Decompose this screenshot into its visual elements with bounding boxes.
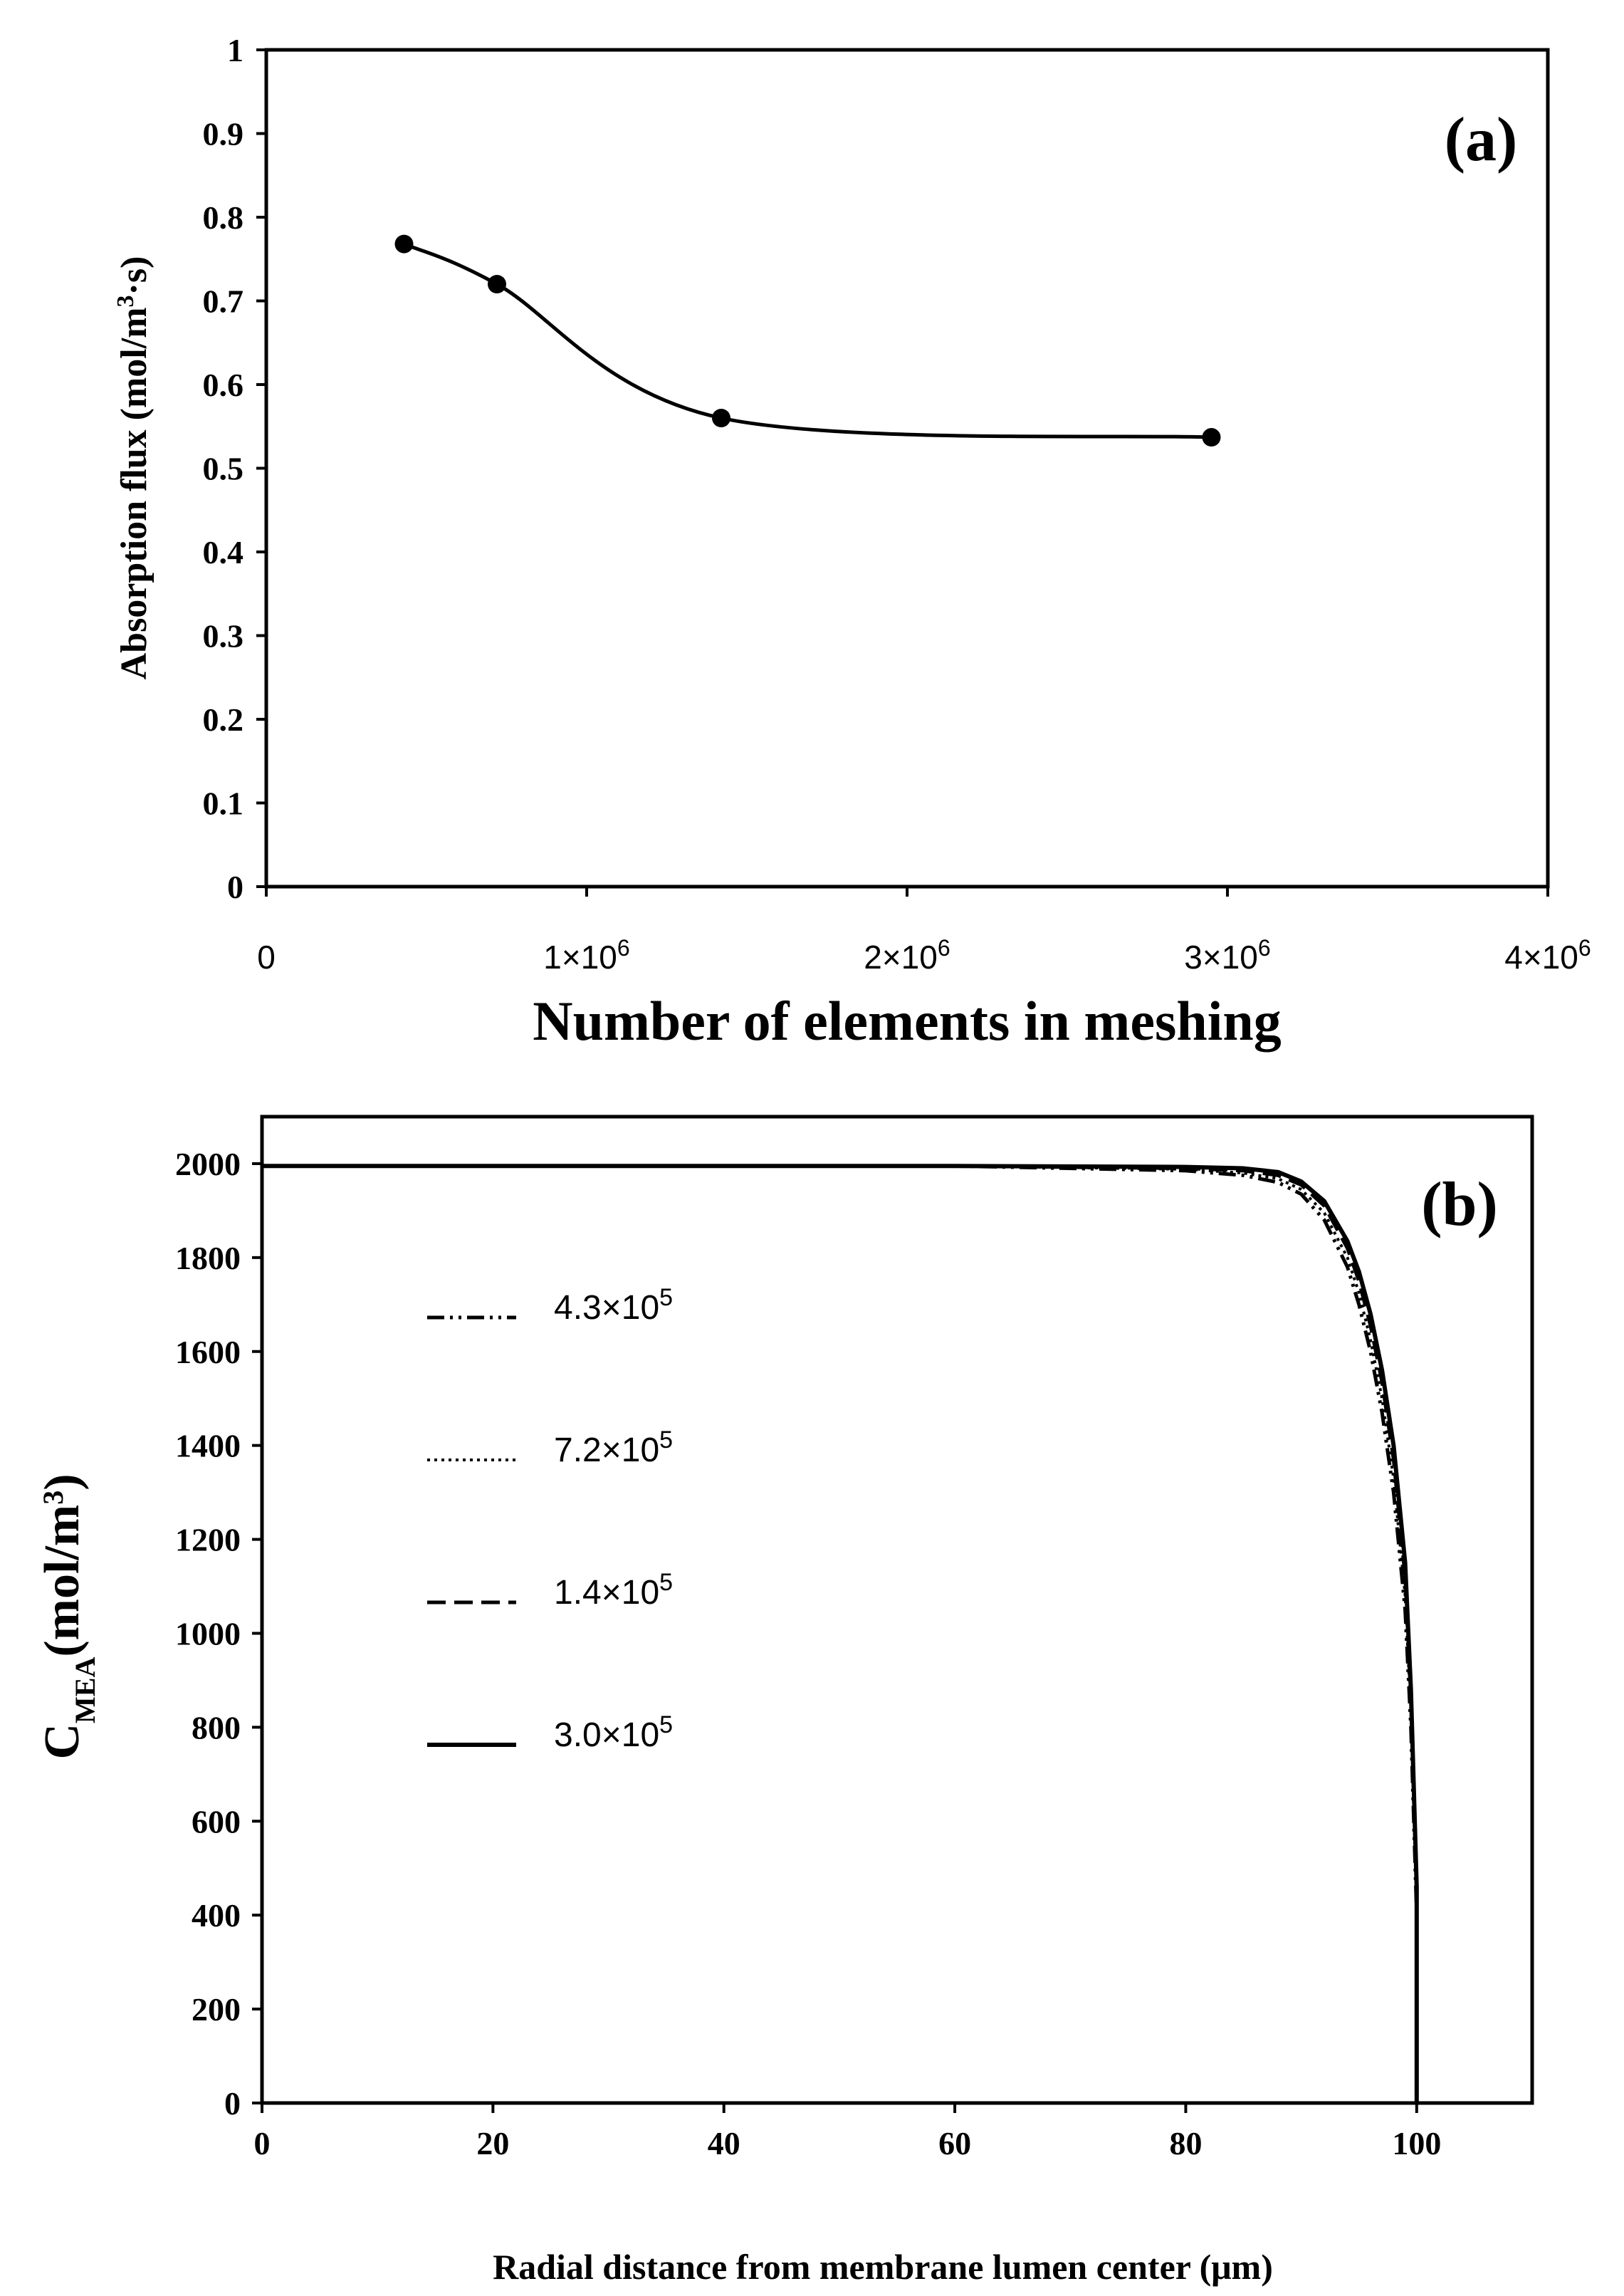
panel-b-y-tick-label: 0 bbox=[224, 2085, 241, 2122]
panel-a-data-point bbox=[394, 234, 414, 254]
panel-b-y-ticks: 0 200 400 600 800 1000 1200 1400 1600 1800 2000 bbox=[175, 1146, 262, 2122]
panel-a-y-tick-label: 0.4 bbox=[203, 534, 244, 570]
panel-b-y-tick-label: 400 bbox=[192, 1897, 241, 1934]
panel-a-y-axis-label: Absorption flux (mol/m3·s) bbox=[112, 256, 155, 680]
panel-a-x-tick-mantissa: 4×10 bbox=[1504, 939, 1578, 976]
panel-b-y-tick-label: 1400 bbox=[175, 1428, 241, 1464]
panel-a-series-line bbox=[403, 242, 1212, 439]
panel-a-y-tick-label: 0.9 bbox=[203, 116, 244, 152]
panel-b-y-tick-label: 1200 bbox=[175, 1522, 241, 1558]
panel-a-x-tick-mantissa: 0 bbox=[257, 939, 276, 976]
panel-a-y-label-part1: Absorption flux (mol/m bbox=[114, 307, 154, 679]
panel-a-y-ticks: 0 0.1 0.2 0.3 0.4 0.5 0.6 0.7 0.8 0.9 1 bbox=[203, 32, 266, 905]
panel-b-x-tick-label: 100 bbox=[1392, 2125, 1441, 2161]
panel-b-x-ticks: 0 20 40 60 80 100 bbox=[254, 2103, 1441, 2161]
panel-b-y-label-close: ) bbox=[35, 1473, 90, 1490]
panel-b-y-tick-label: 1000 bbox=[175, 1615, 241, 1651]
panel-b-legend-mantissa: 1.4×10 bbox=[554, 1574, 659, 1612]
panel-a-data-point bbox=[712, 409, 730, 427]
panel-b-legend-label: 3.0×105 bbox=[554, 1711, 673, 1754]
panel-a-y-label-superscript: 3 bbox=[112, 295, 139, 307]
panel-a-data-point bbox=[1202, 428, 1221, 447]
panel-a-y-tick-label: 0.1 bbox=[203, 786, 244, 822]
panel-b-x-tick-label: 40 bbox=[708, 2125, 740, 2161]
panel-a-x-tick-label: 4×106 bbox=[1504, 935, 1591, 976]
panel-a-x-tick-mantissa: 3×10 bbox=[1184, 939, 1258, 976]
panel-a-x-ticks: 0 1×106 2×106 3×106 4×106 bbox=[257, 887, 1591, 976]
panel-b-series-lines bbox=[262, 1164, 1419, 2103]
panel-b-y-tick-label: 800 bbox=[192, 1709, 241, 1746]
panel-a-x-tick-mantissa: 1×10 bbox=[543, 939, 617, 976]
panel-a-data-point bbox=[488, 275, 506, 293]
panel-b-plot-frame bbox=[260, 1115, 1534, 2105]
panel-a-y-tick-label: 1 bbox=[227, 32, 243, 68]
panel-a-markers bbox=[394, 234, 1221, 447]
panel-b-y-label-subscript: MEA bbox=[69, 1657, 101, 1723]
panel-a-plot-frame bbox=[264, 48, 1550, 889]
panel-b-legend-exponent: 5 bbox=[659, 1711, 673, 1738]
panel-a-x-tick-exponent: 6 bbox=[938, 935, 950, 961]
panel-b-legend-mantissa: 7.2×10 bbox=[554, 1431, 659, 1469]
panel-b-x-tick-label: 0 bbox=[254, 2125, 271, 2161]
panel-a-y-tick-label: 0.7 bbox=[203, 283, 244, 320]
panel-a-x-tick-mantissa: 2×10 bbox=[864, 939, 938, 976]
panel-b-y-tick-label: 1600 bbox=[175, 1334, 241, 1370]
panel-b-y-label-unit: (mol/m bbox=[35, 1505, 90, 1657]
panel-b-series-line bbox=[262, 1164, 1419, 2103]
panel-b-y-label-symbol: C bbox=[35, 1723, 90, 1760]
panel-b-chart: 0 200 400 600 800 1000 1200 1400 1600 1800 2000 0 2… bbox=[35, 1115, 1534, 2287]
panel-b-y-label-superscript: 3 bbox=[37, 1491, 69, 1505]
panel-b-legend-mantissa: 3.0×10 bbox=[554, 1716, 659, 1754]
panel-a-y-tick-label: 0.6 bbox=[203, 367, 244, 403]
panel-a-chart: 00.10.20.30.40.50.60.70.80.91 0 1×106 2×10… bbox=[112, 32, 1591, 1052]
panel-b-legend-label: 4.3×105 bbox=[554, 1284, 673, 1327]
panel-a-x-tick-exponent: 6 bbox=[617, 935, 630, 961]
panel-a-x-tick-label: 2×106 bbox=[864, 935, 950, 976]
panel-b-legend-exponent: 5 bbox=[659, 1426, 673, 1454]
panel-b-y-tick-label: 200 bbox=[192, 1991, 241, 2028]
panel-a-y-tick-label: 0.2 bbox=[203, 701, 244, 738]
panel-b-label: (b) bbox=[1421, 1170, 1498, 1239]
panel-b-legend-exponent: 5 bbox=[659, 1569, 673, 1596]
panel-b-y-axis-label: CMEA(mol/m3) bbox=[35, 1473, 101, 1759]
panel-a-y-tick-label: 0.8 bbox=[203, 199, 244, 236]
panel-b-x-tick-label: 80 bbox=[1169, 2125, 1202, 2161]
panel-a-y-tick-label: 0.3 bbox=[203, 618, 244, 654]
panel-a-y-label-part3: ·s) bbox=[114, 256, 154, 296]
panel-b-x-tick-label: 20 bbox=[476, 2125, 509, 2161]
panel-b-legend-label: 7.2×105 bbox=[554, 1426, 673, 1469]
panel-b-series-line bbox=[262, 1164, 1418, 2103]
panel-b-y-tick-label: 600 bbox=[192, 1803, 241, 1840]
panel-a-x-axis-label: Number of elements in meshing bbox=[533, 990, 1282, 1052]
panel-a-x-tick-exponent: 6 bbox=[1578, 935, 1591, 961]
panel-b-x-axis-label: Radial distance from membrane lumen cent… bbox=[493, 2247, 1273, 2287]
panel-b-legend-mantissa: 4.3×10 bbox=[554, 1289, 659, 1327]
panel-a-x-tick-label: 3×106 bbox=[1184, 935, 1270, 976]
panel-b-series-line bbox=[262, 1164, 1419, 2103]
panel-a-x-tick-label: 1×106 bbox=[543, 935, 629, 976]
panel-b-y-tick-label: 1800 bbox=[175, 1240, 241, 1276]
panel-b-x-tick-label: 60 bbox=[938, 2125, 971, 2161]
panel-b-y-tick-label: 2000 bbox=[175, 1146, 241, 1182]
panel-a-y-tick-label: 0 bbox=[227, 869, 243, 905]
panel-a-x-tick-exponent: 6 bbox=[1258, 935, 1271, 961]
panel-b-legend-label: 1.4×105 bbox=[554, 1569, 673, 1612]
panel-b-series-line bbox=[262, 1164, 1419, 2103]
panel-a-label: (a) bbox=[1445, 105, 1518, 174]
panel-b-legend-exponent: 5 bbox=[659, 1284, 673, 1311]
panel-a-y-tick-label: 0.5 bbox=[203, 451, 244, 487]
panel-a-x-tick-label: 0 bbox=[257, 939, 276, 976]
